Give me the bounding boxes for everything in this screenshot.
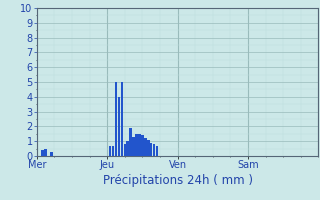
Bar — [135, 134, 138, 156]
Bar — [138, 134, 141, 156]
Bar — [141, 135, 144, 156]
Bar — [112, 146, 114, 156]
Bar — [144, 138, 147, 156]
Bar — [121, 82, 123, 156]
Bar — [118, 97, 120, 156]
Bar — [147, 140, 149, 156]
Bar — [115, 82, 117, 156]
Bar — [126, 141, 129, 156]
Bar — [156, 146, 158, 156]
Bar — [124, 144, 126, 156]
Bar — [44, 149, 47, 156]
Bar — [109, 146, 111, 156]
Bar — [150, 143, 152, 156]
Bar — [132, 137, 135, 156]
Bar — [50, 152, 53, 156]
Bar — [129, 128, 132, 156]
X-axis label: Précipitations 24h ( mm ): Précipitations 24h ( mm ) — [103, 174, 252, 187]
Bar — [41, 150, 44, 156]
Bar — [153, 144, 156, 156]
